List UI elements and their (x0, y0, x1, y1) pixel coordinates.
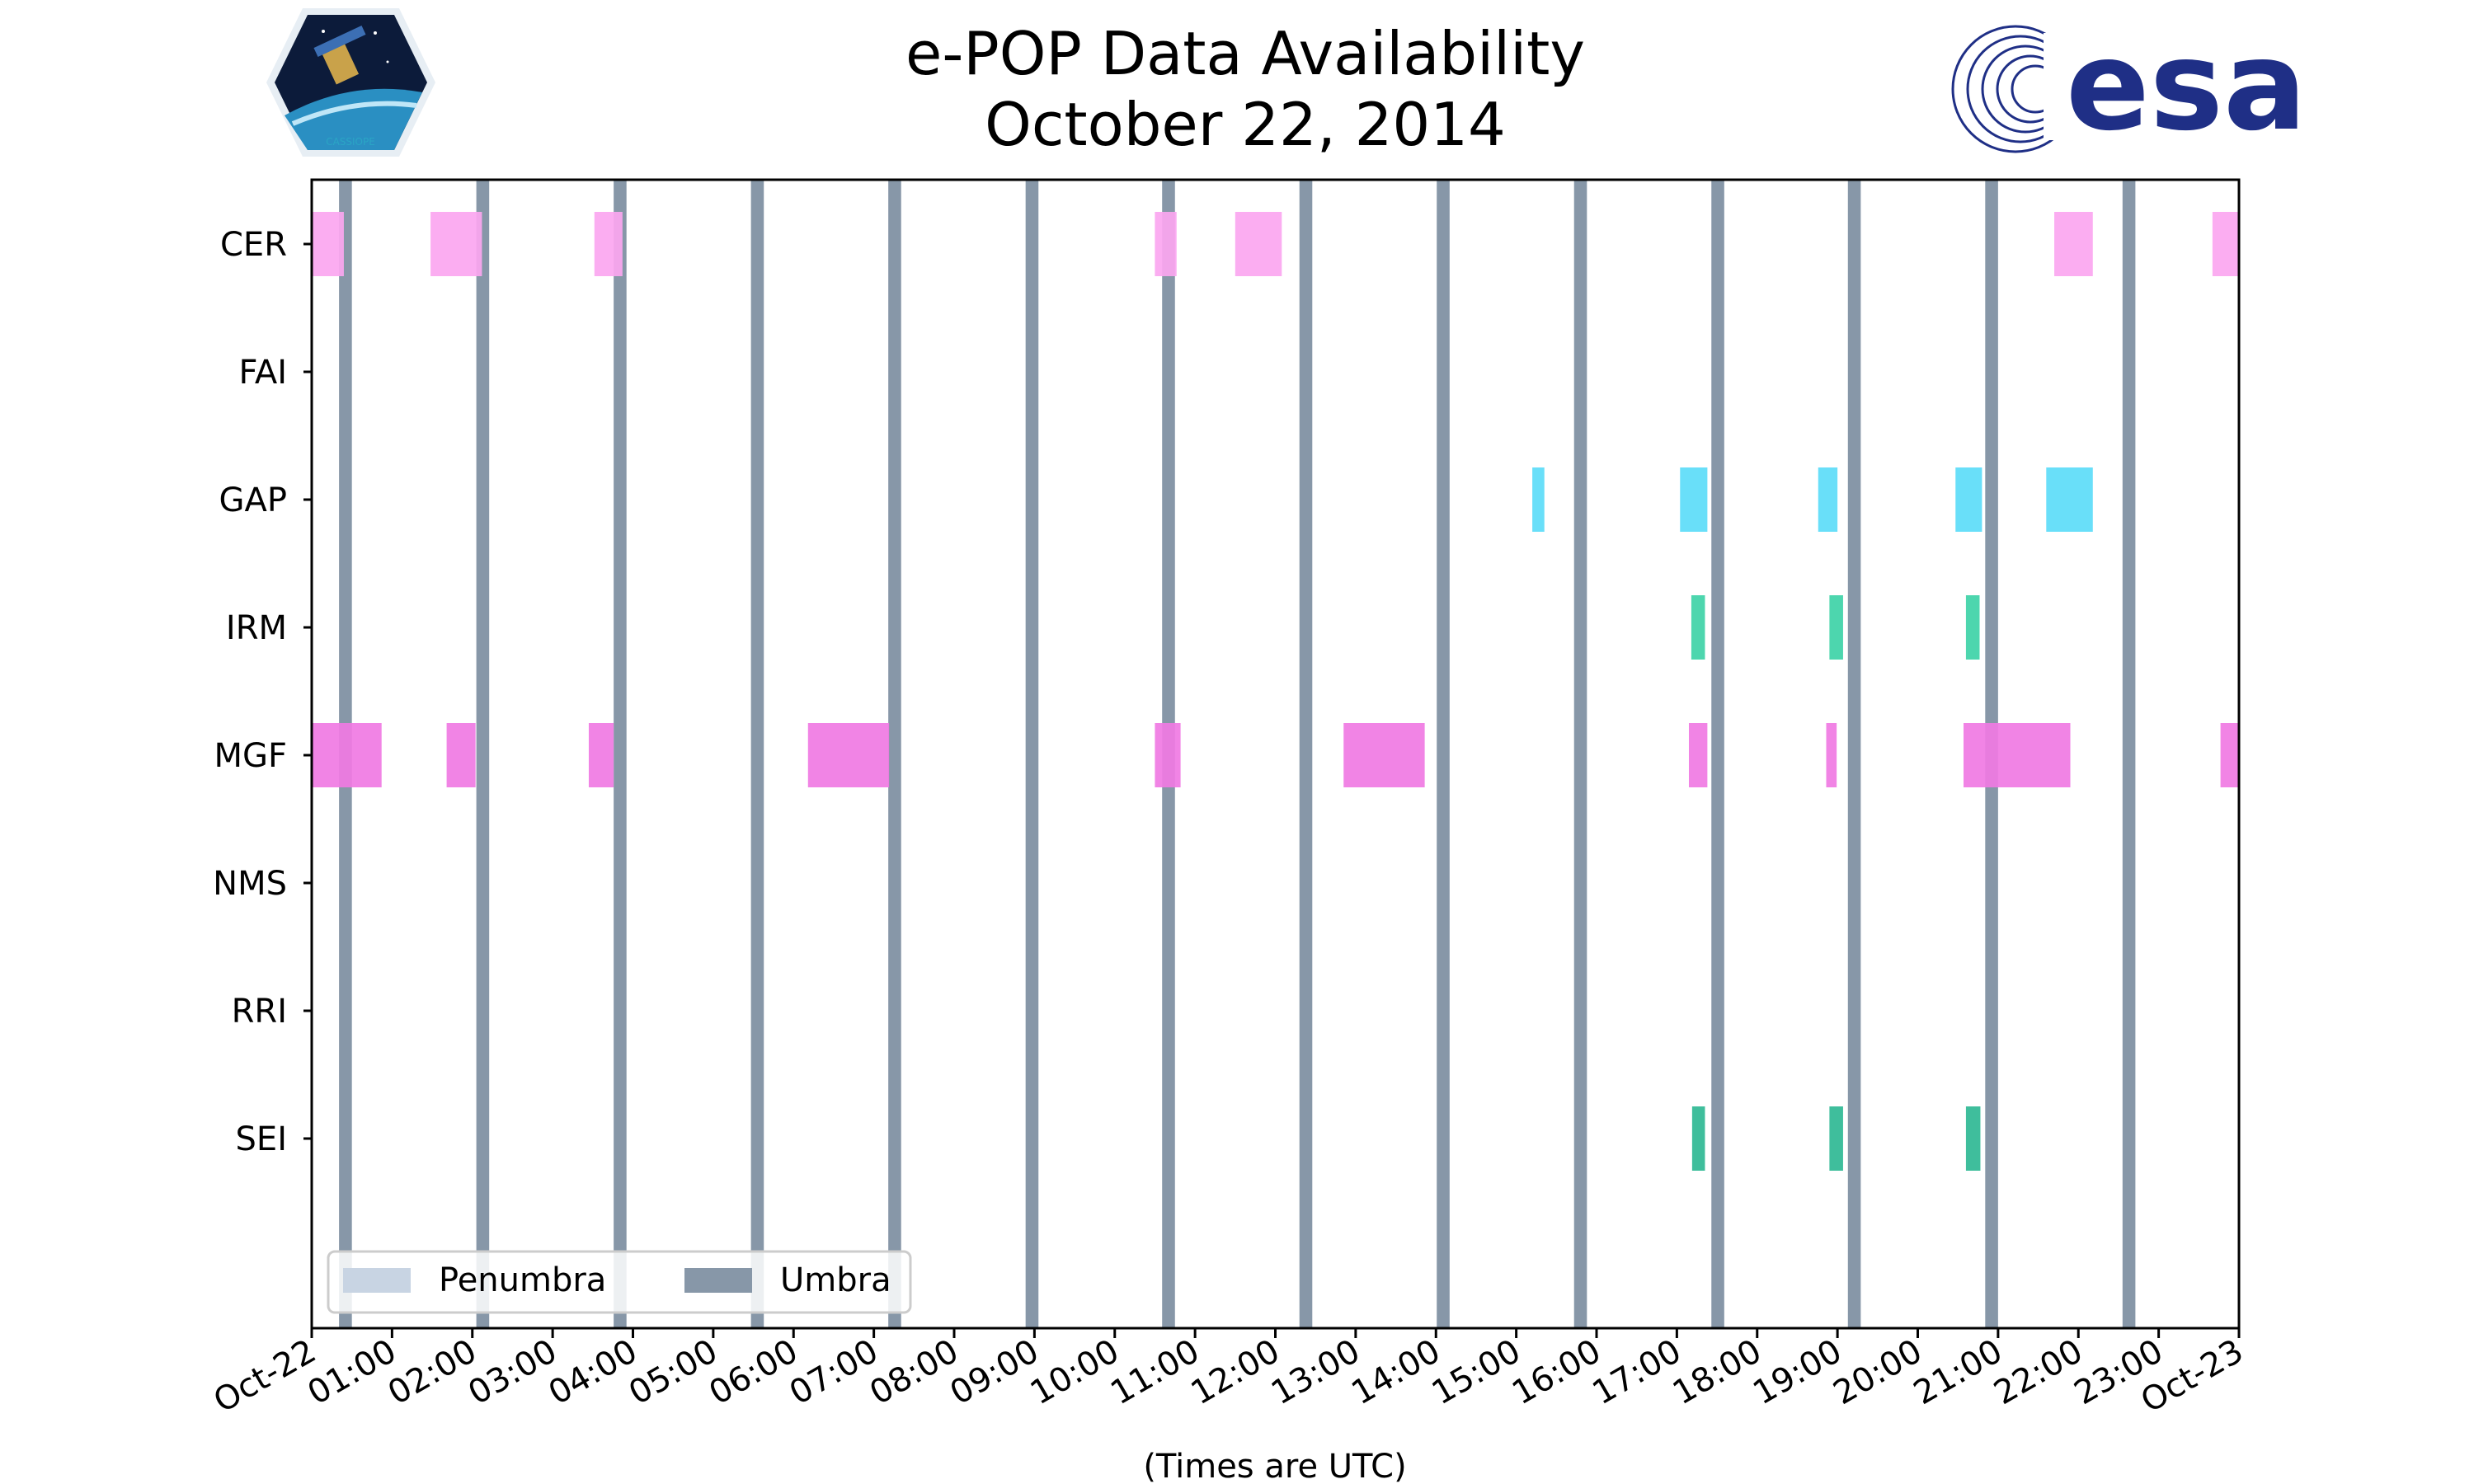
bar-cer-4 (1235, 212, 1282, 276)
umbra-bands (339, 180, 2136, 1328)
chart-title-line-2: October 22, 2014 (985, 90, 1506, 159)
x-tick-label-14: 14:00 (1345, 1332, 1446, 1412)
bar-gap-1 (1680, 467, 1708, 532)
bar-cer-3 (1155, 212, 1177, 276)
x-tick-label-9: 09:00 (944, 1332, 1046, 1412)
umbra-band-5 (1025, 180, 1039, 1328)
umbra-band-4 (888, 180, 901, 1328)
bar-cer-0 (312, 212, 344, 276)
satellite-body (322, 44, 360, 85)
y-tick-label-irm: IRM (226, 609, 287, 647)
x-tick-label-7: 07:00 (783, 1332, 885, 1412)
umbra-band-1 (476, 180, 490, 1328)
bar-mgf-6 (1688, 723, 1708, 787)
bar-mgf-5 (1343, 723, 1425, 787)
legend-label-penumbra: Penumbra (439, 1261, 606, 1299)
bar-mgf-2 (588, 723, 614, 787)
bar-mgf-3 (807, 723, 890, 787)
x-axis-label: (Times are UTC) (1143, 1448, 1406, 1484)
bar-irm-1 (1829, 595, 1843, 660)
x-tick-label-4: 04:00 (543, 1332, 644, 1412)
x-tick-label-10: 10:00 (1024, 1332, 1126, 1412)
availability-bars (312, 212, 2239, 1171)
bar-irm-0 (1691, 595, 1705, 660)
y-tick-label-mgf: MGF (214, 737, 287, 775)
chart-title-line-1: e-POP Data Availability (905, 19, 1585, 88)
x-tick-label-20: 20:00 (1827, 1332, 1929, 1412)
bar-gap-4 (2046, 467, 2093, 532)
bar-gap-2 (1818, 467, 1838, 532)
bar-mgf-9 (2220, 723, 2239, 787)
umbra-band-8 (1437, 180, 1450, 1328)
y-tick-label-cer: CER (220, 226, 287, 264)
y-tick-label-fai: FAI (239, 354, 288, 392)
bar-mgf-8 (1964, 723, 2071, 787)
y-tick-label-nms: NMS (213, 865, 287, 903)
x-tick-label-5: 05:00 (623, 1332, 724, 1412)
bar-cer-2 (594, 212, 623, 276)
y-tick-label-rri: RRI (232, 993, 287, 1031)
legend-box (327, 1250, 912, 1314)
x-tick-label-15: 15:00 (1426, 1332, 1527, 1412)
y-tick-label-gap: GAP (219, 481, 287, 519)
y-tick-label-sei: SEI (236, 1120, 287, 1158)
x-tick-label-6: 06:00 (703, 1332, 804, 1412)
x-tick-label-17: 17:00 (1587, 1332, 1688, 1412)
legend-label-umbra: Umbra (780, 1261, 891, 1299)
esa-logo: esa (1951, 15, 2307, 158)
x-tick-label-11: 11:00 (1104, 1332, 1206, 1412)
cassiope-logo-text: CASSIOPE (326, 136, 375, 148)
bar-gap-3 (1955, 467, 1982, 532)
legend-swatch-umbra (684, 1268, 752, 1293)
bar-cer-1 (430, 212, 482, 276)
x-tick-label-1: 01:00 (302, 1332, 403, 1412)
x-tick-label-18: 18:00 (1667, 1332, 1768, 1412)
bar-sei-1 (1829, 1106, 1843, 1171)
cassiope-logo: CASSIOPE (266, 8, 435, 157)
umbra-band-3 (750, 180, 764, 1328)
x-axis-ticks: Oct-2201:0002:0003:0004:0005:0006:0007:0… (208, 1328, 2250, 1421)
x-tick-label-2: 02:00 (382, 1332, 483, 1412)
x-tick-label-3: 03:00 (462, 1332, 563, 1412)
esa-logo-text: esa (2066, 15, 2307, 158)
x-tick-label-13: 13:00 (1265, 1332, 1366, 1412)
x-tick-label-16: 16:00 (1506, 1332, 1607, 1412)
legend-swatch-penumbra (343, 1268, 411, 1293)
y-axis-ticks: CER FAI GAP IRM MGF NMS RRI SEI (213, 226, 312, 1158)
umbra-band-13 (2122, 180, 2136, 1328)
x-tick-label-19: 19:00 (1747, 1332, 1848, 1412)
umbra-band-7 (1299, 180, 1313, 1328)
bar-mgf-0 (312, 723, 382, 787)
bar-mgf-4 (1155, 723, 1181, 787)
umbra-band-10 (1711, 180, 1724, 1328)
bar-mgf-7 (1826, 723, 1837, 787)
bar-cer-5 (2054, 212, 2093, 276)
bar-gap-0 (1532, 467, 1545, 532)
bar-cer-6 (2212, 212, 2239, 276)
x-tick-label-12: 12:00 (1185, 1332, 1286, 1412)
satellite-panel (313, 26, 366, 57)
legend: Penumbra Umbra (327, 1250, 912, 1314)
x-tick-label-22: 22:00 (1987, 1332, 2089, 1412)
x-tick-label-0: Oct-22 (208, 1332, 322, 1421)
bar-sei-2 (1965, 1106, 1981, 1171)
bar-sei-0 (1691, 1106, 1705, 1171)
umbra-band-9 (1573, 180, 1587, 1328)
x-tick-label-8: 08:00 (863, 1332, 965, 1412)
bar-irm-2 (1965, 595, 1980, 660)
bar-mgf-1 (446, 723, 476, 787)
umbra-band-11 (1847, 180, 1861, 1328)
umbra-band-2 (614, 180, 627, 1328)
x-tick-label-21: 21:00 (1907, 1332, 2009, 1412)
